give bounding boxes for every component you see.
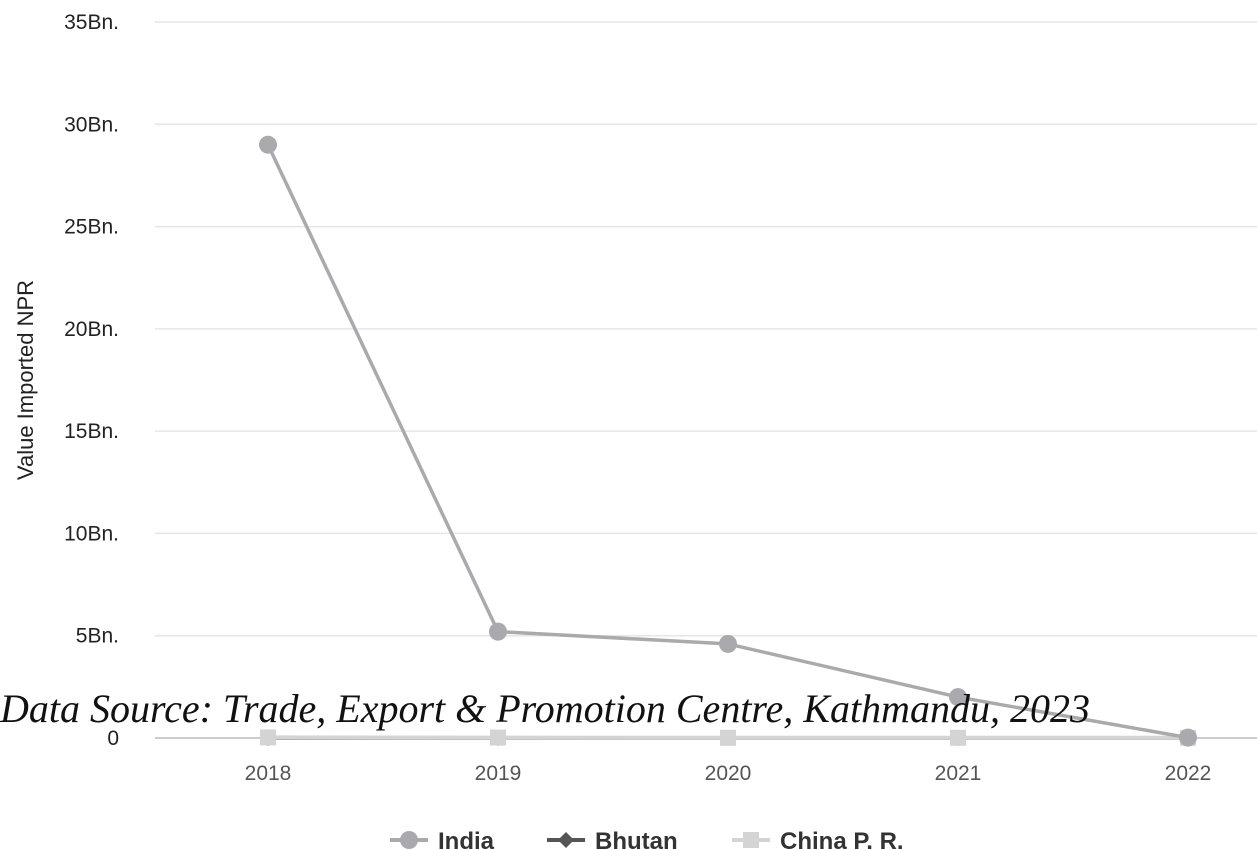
series-india <box>259 135 1197 747</box>
data-point <box>400 831 418 849</box>
data-point <box>489 622 507 641</box>
data-point <box>558 832 574 848</box>
legend-label: India <box>438 828 495 850</box>
x-tick-label: 2021 <box>935 762 982 785</box>
y-tick-label: 0 <box>107 727 119 750</box>
x-axis-ticks: 2018 2019 2020 2021 2022 <box>245 762 1212 785</box>
data-point <box>949 688 967 707</box>
data-point <box>1179 728 1197 747</box>
data-source-annotation: Data Source: Trade, Export & Promotion C… <box>0 686 1090 731</box>
gridlines <box>155 21 1257 739</box>
data-point <box>950 729 966 746</box>
x-tick-label: 2019 <box>475 762 522 785</box>
data-point <box>719 634 737 653</box>
x-tick-label: 2018 <box>245 762 292 785</box>
series-china-p-r <box>260 729 1196 746</box>
legend-item: India <box>390 828 495 850</box>
legend-item: China P. R. <box>732 828 904 850</box>
y-tick-label: 20Bn. <box>64 318 119 341</box>
x-tick-label: 2020 <box>705 762 752 785</box>
legend: India Bhutan China P. R. <box>390 828 904 850</box>
y-tick-label: 10Bn. <box>64 522 119 545</box>
legend-item: Bhutan <box>547 828 678 850</box>
data-point <box>490 729 506 746</box>
y-axis-label: Value Imported NPR <box>13 280 38 480</box>
y-tick-label: 30Bn. <box>64 113 119 136</box>
y-tick-label: 5Bn. <box>76 625 119 648</box>
series-layer <box>259 135 1197 747</box>
data-point <box>259 135 277 154</box>
legend-label: China P. R. <box>780 828 904 850</box>
data-point <box>720 729 736 746</box>
y-axis-ticks: 0 5Bn. 10Bn. 15Bn. 20Bn. 25Bn. 30Bn. 35Bn. <box>64 11 119 750</box>
data-point <box>260 729 276 746</box>
y-tick-label: 35Bn. <box>64 11 119 34</box>
y-tick-label: 25Bn. <box>64 216 119 239</box>
y-tick-label: 15Bn. <box>64 420 119 443</box>
data-point <box>743 832 759 848</box>
legend-label: Bhutan <box>595 828 678 850</box>
x-tick-label: 2022 <box>1165 762 1212 785</box>
